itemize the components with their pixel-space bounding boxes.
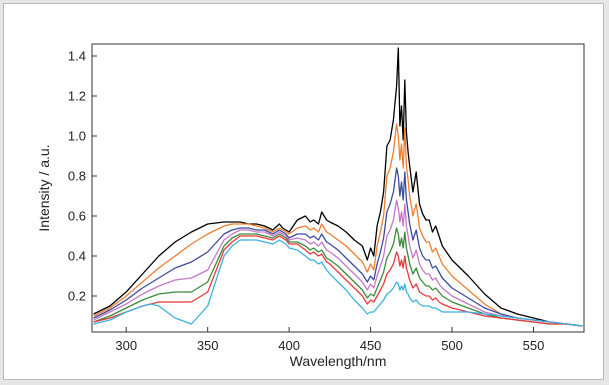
y-tick-label: 1.0 bbox=[68, 129, 86, 144]
series-line-3 bbox=[93, 167, 583, 327]
series-line-6 bbox=[93, 235, 583, 327]
x-tick-label: 350 bbox=[197, 338, 219, 353]
series-line-5 bbox=[93, 227, 583, 327]
y-axis: 0.2 0.4 0.6 0.8 1.0 1.2 1.4 bbox=[68, 49, 97, 304]
y-tick-label: 0.4 bbox=[68, 249, 86, 264]
series-line-4 bbox=[93, 199, 583, 327]
plot-area bbox=[91, 43, 585, 333]
y-tick-label: 1.4 bbox=[68, 49, 86, 64]
x-tick-label: 500 bbox=[441, 338, 463, 353]
y-axis-title: Intensity / a.u. bbox=[36, 144, 52, 231]
series-line-2 bbox=[93, 123, 583, 327]
x-tick-label: 550 bbox=[523, 338, 545, 353]
y-tick-label: 0.2 bbox=[68, 289, 86, 304]
y-tick-label: 0.8 bbox=[68, 169, 86, 184]
series-layer bbox=[93, 47, 583, 327]
x-axis-title: Wavelength/nm bbox=[290, 353, 387, 369]
series-line-7 bbox=[93, 239, 583, 327]
y-tick-label: 1.2 bbox=[68, 89, 86, 104]
chart-frame: 300 350 400 450 500 550 0.2 0.4 0.6 0.8 1.0 1.2 1.4… bbox=[3, 3, 604, 380]
x-tick-label: 400 bbox=[278, 338, 300, 353]
line-chart: 300 350 400 450 500 550 0.2 0.4 0.6 0.8 1.0 1.2 1.4… bbox=[36, 43, 585, 369]
x-tick-label: 300 bbox=[115, 338, 137, 353]
y-tick-label: 0.6 bbox=[68, 209, 86, 224]
x-tick-label: 450 bbox=[360, 338, 382, 353]
x-axis: 300 350 400 450 500 550 bbox=[115, 327, 544, 353]
